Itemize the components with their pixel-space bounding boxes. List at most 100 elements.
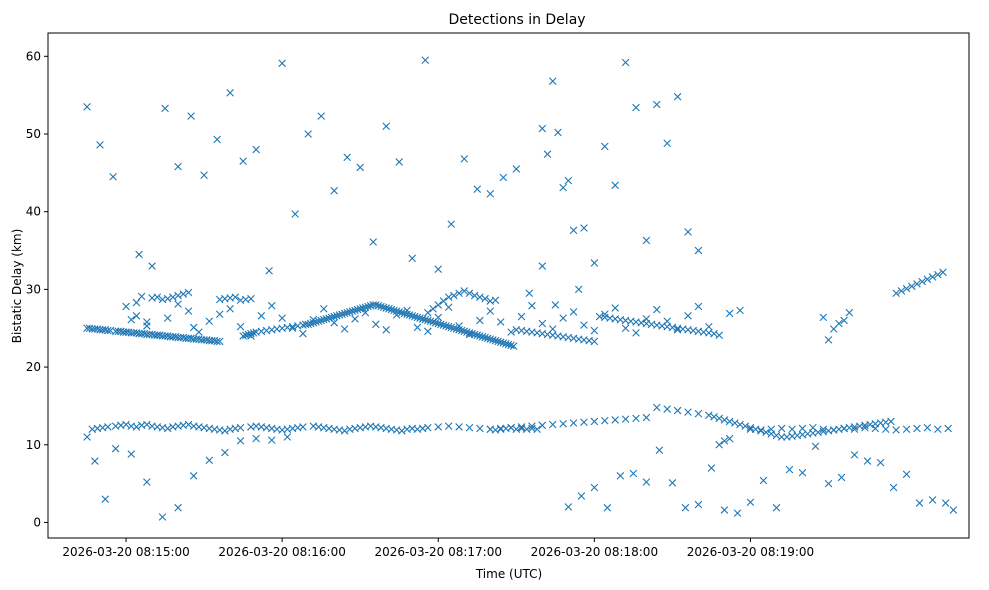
detection-point bbox=[343, 308, 351, 317]
detection-point bbox=[840, 424, 848, 433]
detection-point bbox=[385, 305, 393, 313]
detection-point bbox=[184, 307, 193, 315]
detection-point bbox=[353, 305, 362, 314]
detection-point bbox=[580, 321, 588, 329]
detection-point bbox=[174, 300, 182, 308]
detection-point bbox=[663, 317, 671, 326]
detection-point bbox=[465, 329, 474, 337]
detection-point bbox=[104, 326, 112, 335]
detection-point bbox=[538, 262, 547, 270]
detection-point bbox=[684, 228, 692, 236]
detection-point bbox=[845, 308, 854, 317]
detection-point bbox=[265, 266, 273, 275]
detection-point bbox=[933, 270, 942, 279]
detection-point bbox=[247, 329, 255, 338]
detection-point bbox=[424, 327, 432, 336]
detection-point bbox=[379, 303, 388, 312]
detection-point bbox=[437, 320, 445, 329]
detection-point bbox=[710, 329, 718, 338]
detection-point bbox=[559, 420, 567, 428]
detection-point bbox=[416, 314, 424, 322]
detection-point bbox=[478, 332, 487, 341]
detection-point bbox=[543, 150, 552, 158]
detection-point bbox=[525, 289, 534, 298]
detection-point bbox=[179, 290, 188, 298]
y-tick-label: 50 bbox=[26, 127, 41, 141]
detection-point bbox=[317, 316, 325, 325]
detection-point bbox=[356, 163, 364, 172]
detection-point bbox=[184, 420, 193, 429]
detection-point bbox=[184, 288, 193, 297]
detection-point bbox=[655, 446, 664, 454]
detection-point bbox=[504, 340, 513, 349]
detection-point bbox=[528, 422, 536, 430]
detection-point bbox=[127, 450, 136, 458]
detection-point bbox=[491, 336, 500, 345]
y-tick-label: 10 bbox=[26, 438, 41, 452]
detection-point bbox=[143, 478, 151, 486]
detection-point bbox=[457, 326, 466, 335]
detection-point bbox=[231, 293, 240, 301]
detection-point bbox=[374, 301, 383, 310]
detection-point bbox=[361, 303, 370, 312]
detection-point bbox=[600, 142, 609, 151]
detection-point bbox=[538, 124, 547, 133]
detection-point bbox=[590, 483, 599, 492]
detection-point bbox=[109, 172, 117, 181]
detection-point bbox=[174, 162, 182, 171]
detection-point bbox=[299, 329, 307, 338]
detection-point bbox=[382, 325, 391, 334]
detection-point bbox=[338, 310, 346, 319]
detection-point bbox=[892, 426, 900, 434]
detection-point bbox=[577, 492, 586, 500]
detection-point bbox=[306, 319, 315, 328]
detection-point bbox=[101, 495, 110, 503]
x-tick-label: 2026-03-20 08:17:00 bbox=[375, 545, 502, 559]
detection-point bbox=[309, 315, 318, 324]
detection-point bbox=[850, 425, 859, 434]
detection-point bbox=[127, 315, 136, 324]
detection-point bbox=[837, 473, 846, 482]
detection-point bbox=[215, 337, 224, 346]
detection-point bbox=[205, 456, 214, 465]
detection-point bbox=[288, 324, 297, 333]
detection-point bbox=[642, 478, 651, 486]
detection-point bbox=[252, 434, 260, 443]
detection-point bbox=[189, 472, 198, 480]
detection-point bbox=[135, 250, 143, 259]
y-tick-label: 20 bbox=[26, 360, 41, 374]
detection-point bbox=[226, 305, 234, 313]
detection-point bbox=[122, 328, 130, 336]
detection-point bbox=[434, 265, 443, 273]
detection-point bbox=[762, 428, 770, 437]
detection-point bbox=[143, 420, 151, 429]
detection-point bbox=[876, 458, 885, 467]
detection-point bbox=[257, 312, 266, 320]
detection-point bbox=[512, 165, 521, 173]
detection-point bbox=[629, 469, 638, 478]
detection-point bbox=[499, 339, 508, 347]
x-tick-label: 2026-03-20 08:19:00 bbox=[687, 545, 814, 559]
detection-point bbox=[554, 128, 562, 137]
detection-point bbox=[923, 423, 932, 432]
x-tick-label: 2026-03-20 08:15:00 bbox=[62, 545, 189, 559]
detection-point bbox=[538, 421, 547, 430]
detection-point bbox=[424, 308, 432, 317]
detection-point bbox=[195, 328, 203, 336]
detection-point bbox=[928, 496, 937, 504]
detection-point bbox=[673, 406, 682, 415]
detection-point bbox=[907, 282, 916, 291]
detection-point bbox=[163, 314, 172, 322]
detection-point bbox=[681, 503, 690, 512]
detection-point bbox=[496, 338, 505, 347]
detection-point bbox=[673, 92, 682, 101]
detection-point bbox=[221, 426, 229, 435]
detection-point bbox=[340, 426, 349, 435]
detection-point bbox=[850, 451, 859, 459]
detection-point bbox=[439, 321, 448, 329]
detection-point bbox=[465, 289, 474, 298]
detection-point bbox=[715, 331, 724, 340]
detection-point bbox=[434, 301, 443, 309]
detection-point bbox=[941, 499, 950, 507]
